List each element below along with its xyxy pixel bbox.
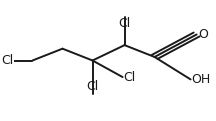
Text: Cl: Cl xyxy=(86,80,99,93)
Text: Cl: Cl xyxy=(124,71,136,84)
Text: O: O xyxy=(198,28,208,41)
Text: OH: OH xyxy=(192,73,211,86)
Text: Cl: Cl xyxy=(1,54,13,67)
Text: Cl: Cl xyxy=(118,17,131,30)
